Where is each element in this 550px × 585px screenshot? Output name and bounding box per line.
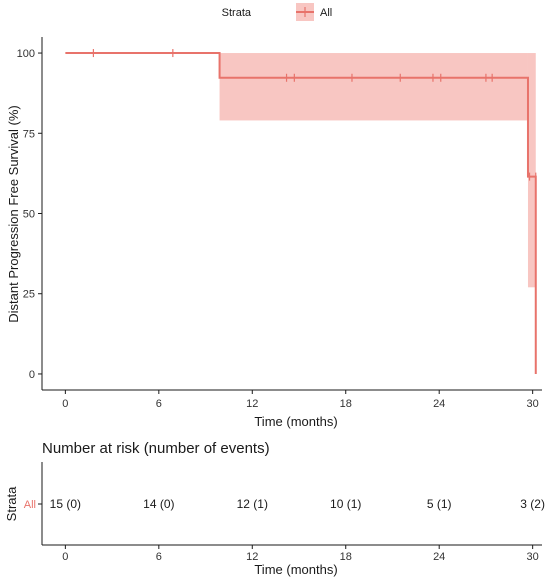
ci-band-segment-1: [219, 53, 528, 121]
x-axis-title: Time (months): [254, 414, 337, 429]
x-tick-label-12: 12: [246, 398, 258, 410]
risk-x-tick-label-30: 30: [527, 551, 539, 563]
risk-x-tick-label-18: 18: [340, 551, 352, 563]
legend-entry-all: All: [320, 7, 332, 19]
risk-cell-30: 3 (2): [520, 497, 545, 511]
x-tick-label-30: 30: [527, 398, 539, 410]
risk-cell-6: 14 (0): [143, 497, 174, 511]
risk-x-tick-label-0: 0: [62, 551, 68, 563]
risk-cell-0: 15 (0): [50, 497, 81, 511]
y-tick-label-0: 0: [29, 369, 35, 381]
risk-y-axis-title: Strata: [4, 486, 19, 521]
y-tick-label-75: 75: [23, 128, 35, 140]
y-axis-title: Distant Progression Free Survival (%): [6, 105, 21, 322]
risk-x-axis-title: Time (months): [254, 562, 337, 577]
risk-table-title: Number at risk (number of events): [42, 440, 270, 457]
risk-cell-24: 5 (1): [427, 497, 452, 511]
y-tick-label-100: 100: [17, 48, 35, 60]
risk-cell-12: 12 (1): [237, 497, 268, 511]
risk-x-tick-label-12: 12: [246, 551, 258, 563]
y-tick-label-50: 50: [23, 209, 35, 221]
x-tick-label-24: 24: [433, 398, 445, 410]
risk-x-tick-label-6: 6: [156, 551, 162, 563]
legend: Strata All: [222, 3, 332, 21]
risk-row-label-all: All: [24, 499, 36, 511]
x-tick-label-0: 0: [62, 398, 68, 410]
x-tick-label-6: 6: [156, 398, 162, 410]
legend-title: Strata: [222, 7, 252, 19]
risk-cell-18: 10 (1): [330, 497, 361, 511]
ci-band-segment-2: [527, 53, 536, 288]
x-tick-label-18: 18: [340, 398, 352, 410]
risk-x-tick-label-24: 24: [433, 551, 445, 563]
y-tick-label-25: 25: [23, 289, 35, 301]
